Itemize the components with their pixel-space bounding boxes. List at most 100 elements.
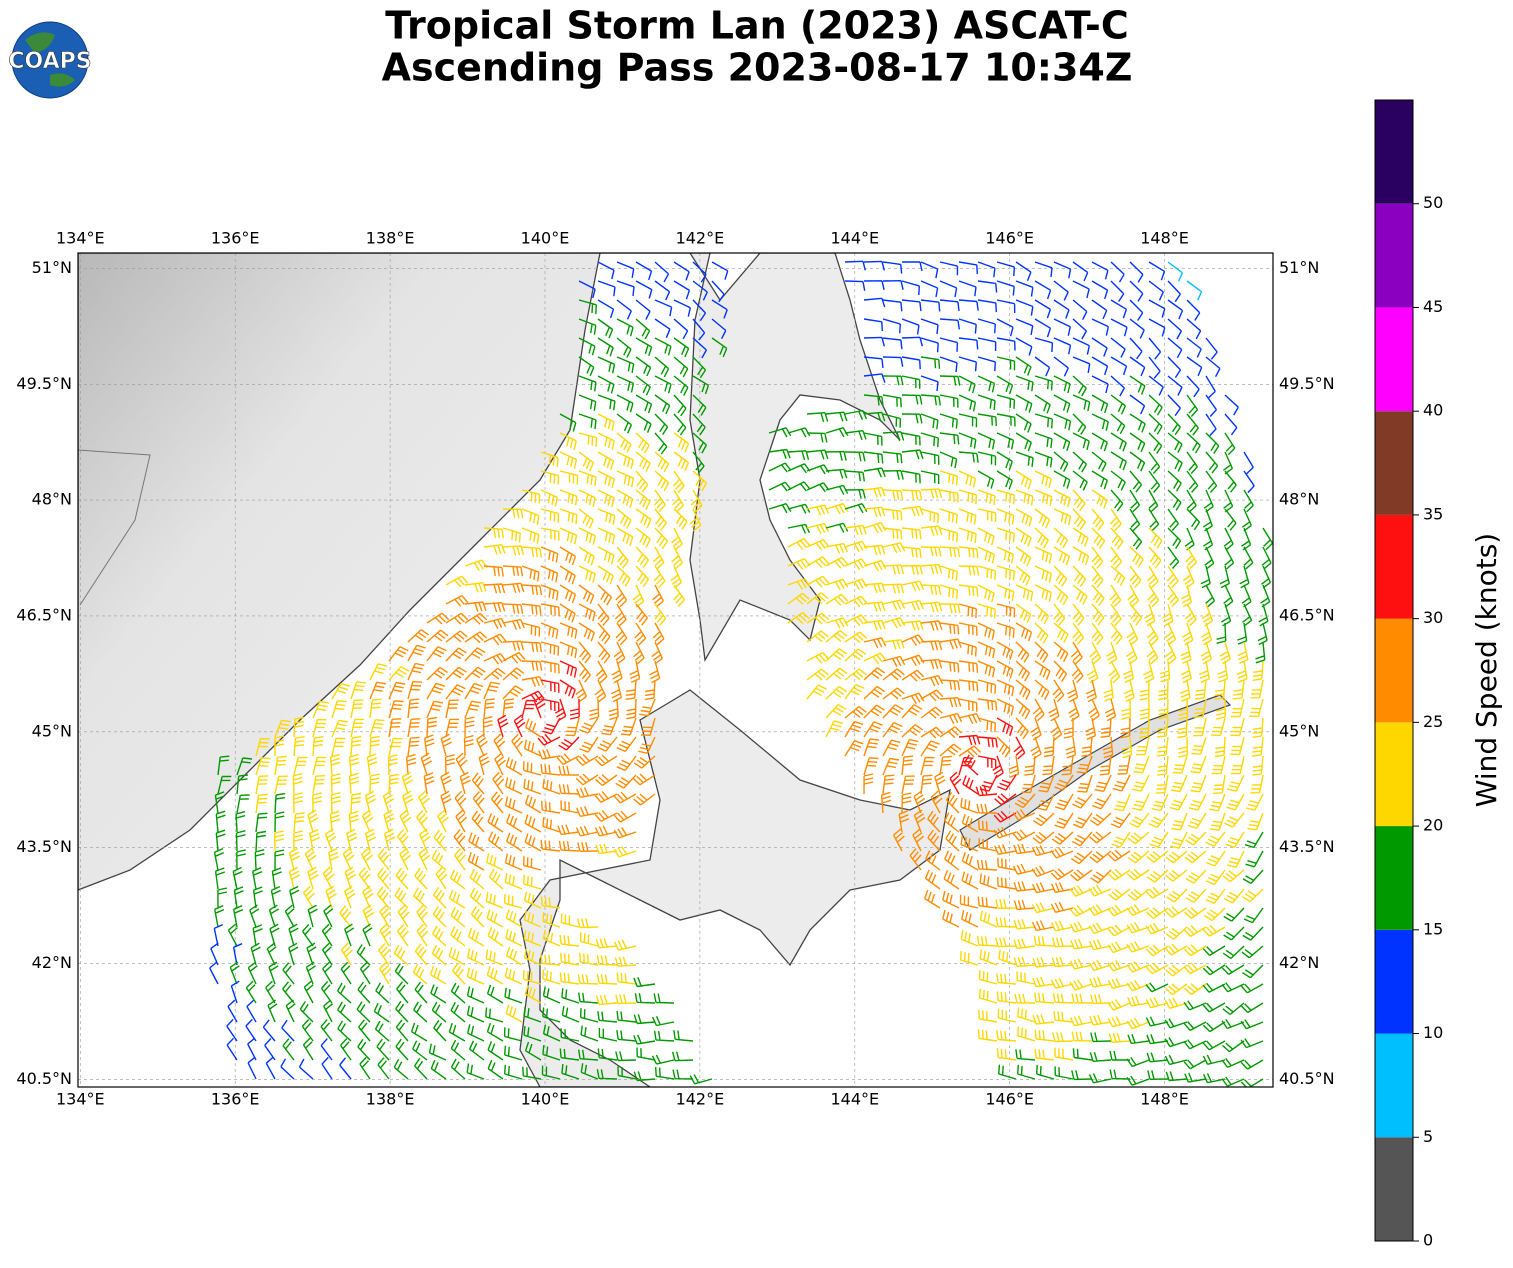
wind-barb [282,1038,295,1061]
wind-barb [1236,660,1248,683]
wind-barb [615,1051,637,1062]
wind-barb [692,356,707,379]
wind-barb [633,1014,656,1025]
wind-barb [1110,812,1131,829]
wind-barb [996,698,1014,716]
wind-barb [615,584,628,608]
wind-barb [1053,527,1069,549]
x-tick-label: 144°E [830,1090,879,1109]
wind-barb [996,736,1011,758]
wind-barb [524,814,542,833]
wind-barb [1109,508,1122,532]
wind-barb [979,873,998,890]
wind-barb [920,706,943,719]
wind-barb [293,736,305,757]
wind-barb [301,1019,314,1042]
wind-barb [958,356,977,372]
wind-barb [431,944,447,966]
wind-barb [1034,1029,1055,1042]
wind-barb [1148,527,1163,549]
wind-barb [559,565,576,585]
wind-barb [977,375,996,393]
wind-barb [825,667,848,681]
wind-barb [521,584,543,596]
wind-barb [920,620,943,631]
wind-barb [1126,941,1150,953]
wind-barb [977,584,995,603]
wind-barb [1242,964,1264,979]
wind-barb [711,318,727,340]
wind-barb [397,904,410,928]
wind-barb [920,261,939,279]
wind-barb [340,961,352,985]
wind-barb [978,838,998,852]
wind-barb [1129,489,1141,513]
wind-barb [1015,622,1033,642]
wind-barb [616,261,635,278]
y-tick-label: 40.5°N [16,1069,72,1088]
wind-barb [440,733,452,757]
wind-barb [901,356,921,370]
wind-barb [331,682,351,700]
wind-barb [1117,755,1131,775]
wind-barb [578,1049,599,1061]
wind-barb [1148,470,1161,493]
wind-barb [863,432,883,446]
wind-barb [939,565,958,581]
wind-barb [560,800,580,814]
wind-barb [654,375,672,394]
wind-barb [432,906,447,928]
wind-barb [976,859,998,871]
wind-barb [1145,962,1169,975]
wind-barb [494,752,506,776]
wind-barb [654,356,670,378]
wind-barb [364,828,377,852]
wind-barb [388,737,403,757]
wind-barb [692,280,708,301]
wind-barb [1091,508,1105,531]
wind-barb [995,899,1017,909]
wind-barb [331,737,346,757]
wind-barb [522,761,542,776]
wind-barb [939,299,960,311]
wind-barb [379,961,391,985]
wind-barb [616,375,635,393]
wind-barb [357,1038,371,1061]
wind-barb [412,1040,428,1061]
wind-barb [635,394,653,414]
wind-barb [1186,337,1202,358]
wind-barb [996,527,1015,543]
wind-barb [844,706,867,719]
wind-barb [337,1020,352,1042]
wind-barb [1204,546,1215,570]
wind-barb [825,468,848,479]
wind-barb [825,686,848,700]
wind-barb [1015,1049,1036,1061]
wind-barb [1170,774,1188,793]
wind-barb [958,527,977,543]
wind-barb [1053,280,1069,301]
wind-barb [576,787,599,798]
wind-barb [882,431,905,442]
wind-barb [1186,280,1203,301]
wind-barb [1008,755,1020,778]
wind-barb [538,748,561,760]
wind-barb [1157,755,1169,776]
wind-barb [540,679,560,693]
wind-barb [635,432,650,454]
wind-barb [559,660,578,678]
wind-barb [274,811,285,833]
wind-barb [844,409,868,420]
wind-barb [634,993,656,1004]
wind-barb [578,603,596,622]
wind-barb [329,753,341,776]
wind-barb [1053,660,1068,682]
wind-barb [401,771,414,795]
wind-barb [1171,812,1188,831]
wind-barb [635,356,652,377]
wind-barb [1200,622,1213,646]
wind-barb [471,772,485,795]
wind-barb [1184,850,1207,864]
wind-barb [934,771,946,795]
wind-barb [616,736,637,753]
